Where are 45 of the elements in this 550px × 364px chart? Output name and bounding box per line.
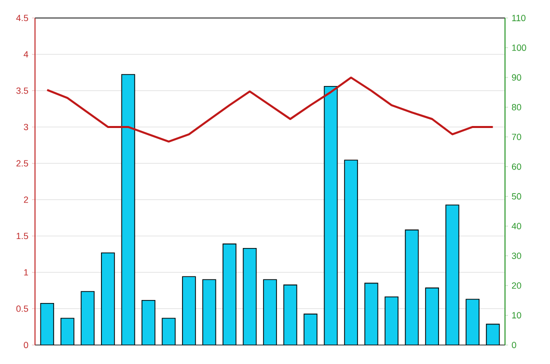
y2-tick-label: 60 <box>512 163 522 170</box>
y-tick-label: 0 <box>24 342 28 348</box>
y2-tick-label: 40 <box>512 222 522 230</box>
y-tick-label: 2.5 <box>16 160 28 167</box>
y-tick-label: 1 <box>24 269 28 276</box>
bar <box>202 279 216 345</box>
bar <box>364 282 378 345</box>
y-tick-label: 3 <box>24 124 28 130</box>
bar <box>263 279 277 345</box>
y2-tick-label: 70 <box>512 134 522 140</box>
y-tick-label: 1.5 <box>16 232 28 240</box>
y-tick-label: 3.5 <box>16 87 28 94</box>
bar <box>162 318 176 345</box>
bar <box>242 248 257 345</box>
bar <box>222 244 236 345</box>
bar <box>142 300 156 345</box>
y-tick-label: 2 <box>24 196 28 203</box>
y2-tick-label: 90 <box>512 74 522 81</box>
bar <box>121 74 136 345</box>
bar <box>445 204 460 345</box>
line-series <box>46 76 494 143</box>
y-tick-label: 4 <box>24 51 28 58</box>
y2-tick-label: 50 <box>512 193 522 200</box>
y2-tick-label: 110 <box>512 14 526 22</box>
bar <box>60 318 74 345</box>
bar <box>344 160 358 345</box>
y2-tick-label: 20 <box>512 282 522 289</box>
bar <box>384 296 398 345</box>
bar <box>425 288 439 345</box>
y2-tick-label: 100 <box>512 44 526 51</box>
bar <box>40 302 54 345</box>
bar <box>466 298 480 345</box>
bar <box>404 230 419 345</box>
y2-tick-label: 30 <box>512 252 522 259</box>
bar <box>80 291 95 345</box>
bar <box>101 252 115 345</box>
bar <box>324 86 338 345</box>
y-tick-label: 4.5 <box>16 14 28 22</box>
bar <box>304 314 318 345</box>
bar <box>283 284 298 345</box>
y2-tick-label: 0 <box>512 342 516 348</box>
bar <box>182 276 196 345</box>
y2-tick-label: 80 <box>512 104 522 110</box>
y2-tick-label: 10 <box>512 312 522 318</box>
y-tick-label: 0.5 <box>16 305 28 312</box>
